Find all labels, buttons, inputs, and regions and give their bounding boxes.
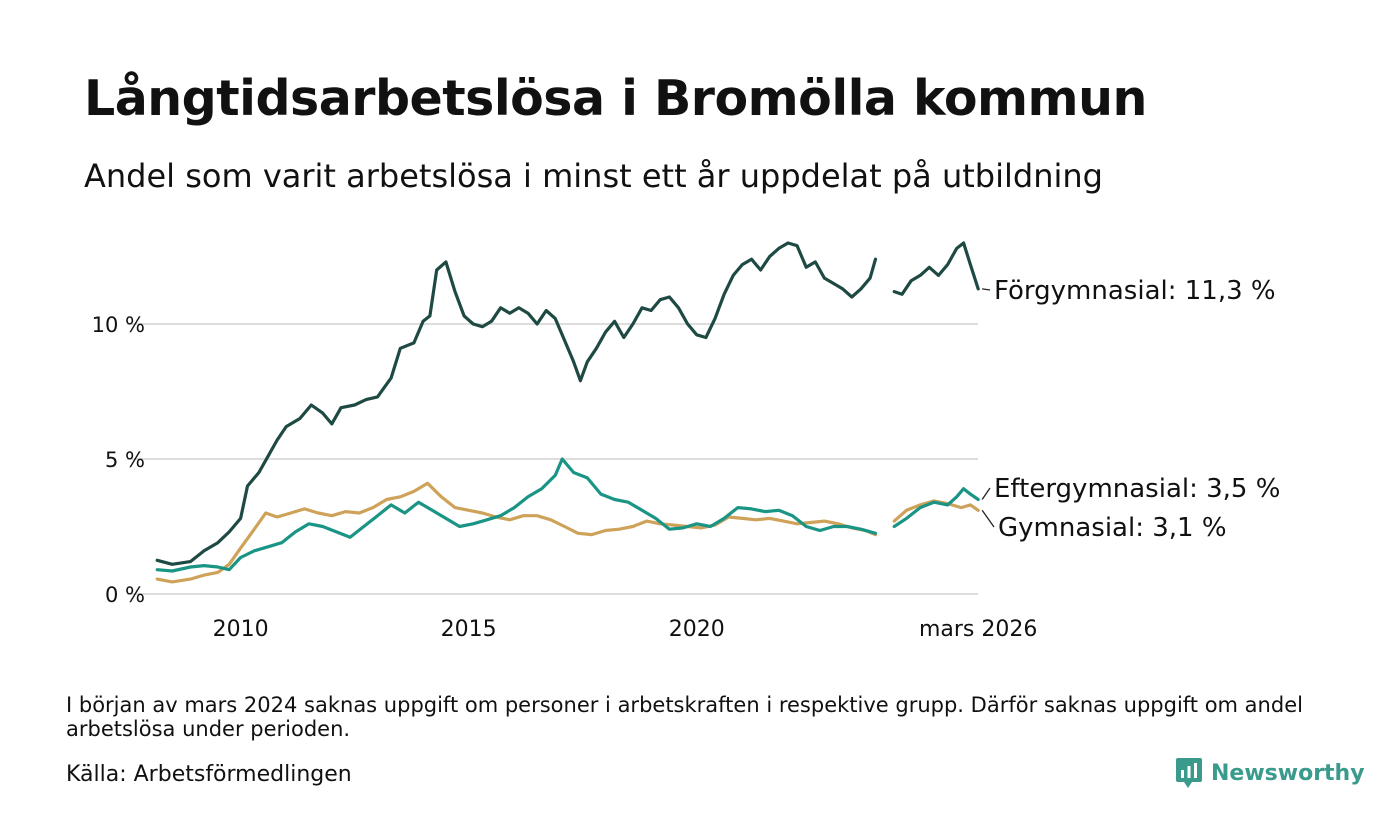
grid-layer: 0 % 5 % 10 % 2010 2015 2020 mars 2026 (92, 313, 1038, 642)
x-tick-label: 2015 (441, 617, 497, 642)
series-end-label-gymnasial: Gymnasial: 3,1 % (998, 513, 1227, 543)
newsworthy-logo-icon (1176, 758, 1202, 788)
series-lines (155, 241, 980, 584)
newsworthy-logo[interactable]: Newsworthy (1176, 758, 1365, 788)
series-line-eftergymnasial (892, 487, 980, 529)
brand-name: Newsworthy (1211, 760, 1365, 786)
chart-title: Långtidsarbetslösa i Bromölla kommun (84, 70, 1147, 127)
label-connector (981, 509, 995, 528)
x-tick-label: mars 2026 (919, 617, 1037, 642)
y-tick-label: 10 % (92, 313, 145, 337)
series-line-gymnasial (155, 481, 878, 584)
chart-subtitle: Andel som varit arbetslösa i minst ett å… (84, 157, 1103, 195)
y-tick-label: 5 % (105, 448, 145, 472)
x-tick-label: 2010 (213, 617, 269, 642)
y-tick-label: 0 % (105, 583, 145, 607)
line-chart: 0 % 5 % 10 % 2010 2015 2020 mars 2026 Förgymna… (92, 241, 1280, 642)
series-end-label-förgymnasial: Förgymnasial: 11,3 % (994, 276, 1276, 306)
series-end-label-eftergymnasial: Eftergymnasial: 3,5 % (994, 474, 1280, 504)
series-labels: Förgymnasial: 11,3 % Eftergymnasial: 3,5 … (981, 276, 1280, 543)
label-connector (981, 487, 991, 500)
series-line-förgymnasial (155, 241, 878, 566)
source-text: Källa: Arbetsförmedlingen (66, 762, 352, 787)
series-line-förgymnasial (892, 241, 980, 296)
label-connector (982, 288, 991, 291)
x-tick-label: 2020 (669, 617, 725, 642)
series-line-eftergymnasial (155, 457, 878, 573)
footnote: I början av mars 2024 saknas uppgift om … (66, 693, 1303, 741)
